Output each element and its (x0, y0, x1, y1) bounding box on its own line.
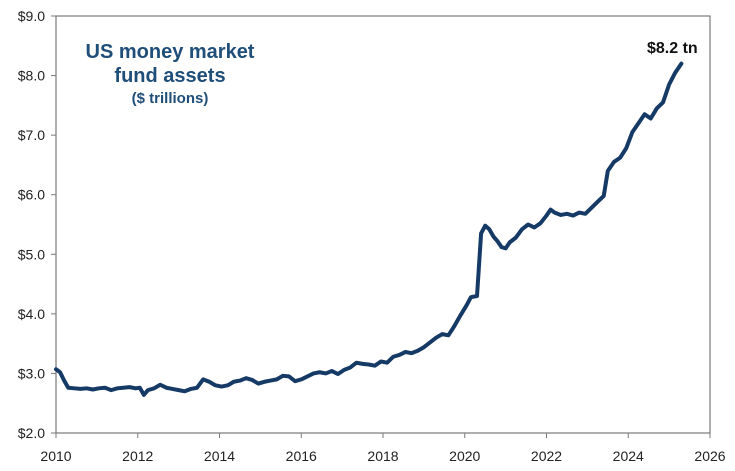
x-tick-label: 2022 (531, 448, 562, 464)
x-tick-label: 2012 (122, 448, 153, 464)
x-tick-label: 2024 (613, 448, 644, 464)
x-tick-label: 2018 (367, 448, 398, 464)
x-tick-label: 2026 (694, 448, 725, 464)
y-tick-label: $4.0 (18, 306, 45, 322)
y-tick-label: $9.0 (18, 8, 45, 24)
chart-title-line-2: fund assets (114, 65, 225, 87)
series-line (54, 61, 684, 397)
y-tick-label: $8.0 (18, 68, 45, 84)
series-layer (54, 61, 684, 397)
tick-marks (51, 15, 711, 438)
y-tick-labels: $2.0 $3.0 $4.0 $5.0 $6.0 $7.0 $8.0 $9.0 (18, 8, 45, 441)
y-tick-label: $2.0 (18, 425, 45, 441)
title-block: US money market fund assets ($ trillions… (86, 41, 255, 107)
y-tick-label: $3.0 (18, 365, 45, 381)
chart-subtitle: ($ trillions) (132, 90, 209, 107)
x-tick-label: 2014 (204, 448, 235, 464)
x-tick-label: 2020 (449, 448, 480, 464)
x-tick-label: 2010 (40, 448, 71, 464)
y-tick-label: $7.0 (18, 127, 45, 143)
x-tick-labels: 2010 2012 2014 2016 2018 2020 2022 2024 2026 (40, 448, 725, 464)
y-tick-label: $5.0 (18, 246, 45, 262)
chart-title-line-1: US money market (86, 41, 255, 63)
y-tick-label: $6.0 (18, 187, 45, 203)
x-tick-label: 2016 (286, 448, 317, 464)
end-value-label: $8.2 tn (647, 40, 698, 57)
